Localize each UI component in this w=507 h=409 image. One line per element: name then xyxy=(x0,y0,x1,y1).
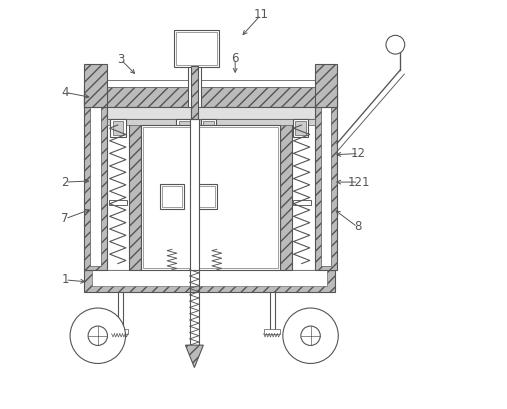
Text: 4: 4 xyxy=(61,86,69,99)
Bar xyxy=(264,329,280,334)
Text: 12: 12 xyxy=(351,147,366,160)
Bar xyxy=(280,107,292,270)
Bar xyxy=(315,64,337,107)
Bar xyxy=(129,107,141,270)
Bar xyxy=(194,186,215,207)
Bar xyxy=(176,32,217,65)
Text: 121: 121 xyxy=(347,175,370,189)
Bar xyxy=(172,125,221,131)
Bar xyxy=(160,184,184,209)
Text: 8: 8 xyxy=(354,220,361,234)
Circle shape xyxy=(386,35,405,54)
Bar xyxy=(190,119,199,270)
Bar xyxy=(201,119,216,137)
Bar xyxy=(111,119,126,137)
Bar xyxy=(143,127,278,267)
Bar xyxy=(192,184,217,209)
Bar xyxy=(188,37,200,107)
Bar xyxy=(315,92,337,270)
Bar xyxy=(293,200,311,204)
Bar xyxy=(174,30,219,67)
Bar xyxy=(90,97,101,265)
Bar xyxy=(112,329,128,334)
Text: 3: 3 xyxy=(117,53,125,66)
Bar xyxy=(203,121,214,135)
Bar xyxy=(107,107,315,119)
Bar xyxy=(179,121,190,135)
Bar xyxy=(162,186,182,207)
Bar xyxy=(113,121,124,135)
Bar xyxy=(191,66,198,119)
Bar xyxy=(176,119,192,137)
Bar xyxy=(84,86,337,107)
Circle shape xyxy=(283,308,338,364)
Circle shape xyxy=(301,326,320,346)
Polygon shape xyxy=(186,345,203,368)
Bar xyxy=(84,92,107,270)
Bar xyxy=(141,125,280,270)
Bar xyxy=(103,80,319,87)
Bar xyxy=(92,270,327,286)
Text: 11: 11 xyxy=(254,9,268,21)
Bar xyxy=(293,119,308,137)
Bar xyxy=(107,119,315,125)
Bar xyxy=(172,133,221,139)
Circle shape xyxy=(88,326,107,346)
Bar xyxy=(321,97,331,265)
Text: 2: 2 xyxy=(61,175,69,189)
Text: 6: 6 xyxy=(231,52,239,65)
Text: 1: 1 xyxy=(61,273,69,286)
Bar xyxy=(84,270,335,292)
Bar xyxy=(84,64,107,107)
Text: 7: 7 xyxy=(61,212,69,225)
Bar xyxy=(295,121,306,135)
Bar xyxy=(109,200,127,204)
Circle shape xyxy=(70,308,126,364)
